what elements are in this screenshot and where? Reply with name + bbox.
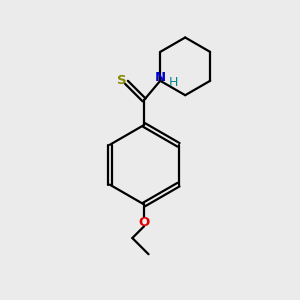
Text: S: S: [117, 74, 127, 87]
Text: N: N: [154, 71, 166, 84]
Text: H: H: [169, 76, 178, 89]
Text: O: O: [139, 216, 150, 229]
